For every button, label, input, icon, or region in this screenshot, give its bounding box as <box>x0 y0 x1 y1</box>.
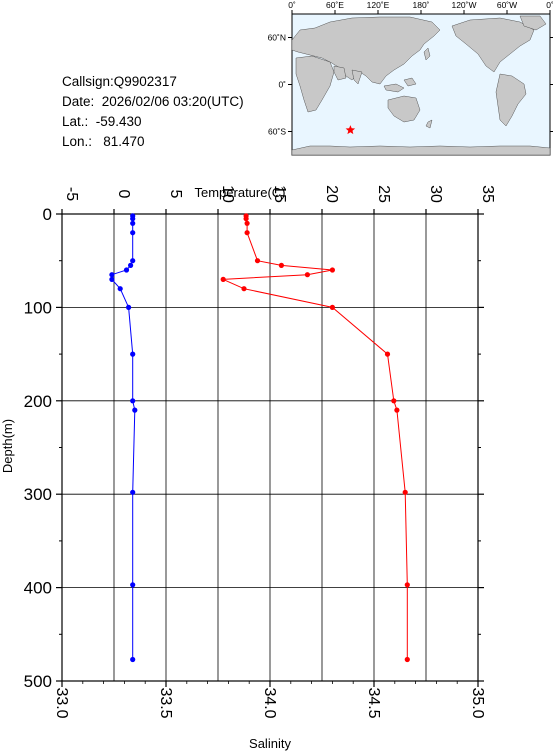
temperature-point <box>404 656 410 663</box>
temperature-point <box>254 258 261 264</box>
map-lat-label: 60˚S <box>268 127 286 137</box>
temperature-point <box>329 267 335 273</box>
salinity-tick-label: 33.5 <box>157 687 174 718</box>
salinity-tick-label: 34.0 <box>261 687 278 718</box>
map-lon-label: 0˚ <box>288 0 296 10</box>
salinity-point <box>130 582 136 588</box>
salinity-point <box>130 656 136 663</box>
salinity-point <box>130 489 136 495</box>
temperature-tick-label: 0 <box>115 190 132 199</box>
depth-tick-label: 200 <box>24 392 52 411</box>
map-land <box>291 15 551 156</box>
salinity-point <box>130 398 136 404</box>
salinity-tick-label: 35.0 <box>469 687 486 718</box>
temperature-point <box>241 286 247 292</box>
temperature-point <box>244 230 250 236</box>
latitude-text: Lat.: -59.430 <box>62 114 142 129</box>
depth-tick-label: 500 <box>24 672 52 691</box>
temperature-tick-label: -5 <box>63 187 80 201</box>
location-map: 0˚ 60˚E 120˚E 180˚ 120˚W 60˚W 0˚ 60˚N 0˚ 60˚S <box>268 0 553 156</box>
salinity-point <box>130 258 136 264</box>
temperature-line <box>222 215 408 660</box>
depth-tick-label: 300 <box>24 485 52 504</box>
salinity-point <box>109 276 115 282</box>
salinity-point <box>132 407 138 413</box>
salinity-point <box>130 351 136 357</box>
temperature-point <box>391 398 397 404</box>
map-lat-label: 0˚ <box>278 80 286 90</box>
salinity-point <box>130 230 136 236</box>
map-lon-label: 120˚E <box>367 0 390 10</box>
temperature-point <box>304 272 310 278</box>
temperature-tick-label: 20 <box>323 185 340 203</box>
depth-tick-label: 400 <box>24 579 52 598</box>
map-lon-label: 60˚E <box>326 0 344 10</box>
temperature-tick-label: 30 <box>427 185 444 203</box>
salinity-point <box>117 286 123 292</box>
temperature-point <box>402 489 408 495</box>
float-info: Callsign:Q9902317 Date: 2026/02/06 03:20… <box>62 72 244 152</box>
temperature-tick-label: 35 <box>479 185 496 203</box>
salinity-point <box>130 220 136 226</box>
temperature-point <box>384 351 391 357</box>
temperature-tick-label: 25 <box>375 185 392 203</box>
salinity-point <box>109 272 115 278</box>
salinity-point <box>123 267 130 273</box>
temperature-tick-label: 5 <box>167 190 184 199</box>
map-lon-label: 180˚ <box>412 0 429 10</box>
callsign-text: Callsign:Q9902317 <box>62 74 177 89</box>
temperature-point <box>243 216 249 222</box>
salinity-point <box>128 262 134 268</box>
depth-axis-label: Depth(m) <box>0 419 15 473</box>
temperature-point <box>244 220 250 226</box>
temperature-point <box>278 262 284 268</box>
temperature-tick-label: 10 <box>219 185 236 203</box>
salinity-tick-label: 33.0 <box>53 687 70 718</box>
salinity-point <box>126 304 132 310</box>
temperature-tick-label: 15 <box>271 185 288 203</box>
temperature-point <box>394 407 400 413</box>
map-lon-label: 120˚W <box>451 0 476 10</box>
date-text: Date: 2026/02/06 03:20(UTC) <box>62 94 244 109</box>
salinity-tick-label: 34.5 <box>365 687 382 718</box>
salinity-line <box>111 215 136 660</box>
temperature-point <box>329 304 335 310</box>
map-lon-label: 60˚W <box>497 0 517 10</box>
temperature-point <box>404 582 410 588</box>
star-icon <box>345 125 356 135</box>
depth-tick-label: 0 <box>43 205 52 224</box>
salinity-axis-label: Salinity <box>249 736 291 751</box>
temperature-point <box>220 276 226 282</box>
longitude-text: Lon.: 81.470 <box>62 134 145 149</box>
temperature-axis-label: Temperature(C) <box>194 185 285 200</box>
map-lat-label: 60˚N <box>268 33 286 43</box>
map-lon-label: 0˚ <box>546 0 553 10</box>
salinity-point <box>130 216 136 222</box>
depth-tick-label: 100 <box>24 298 52 317</box>
